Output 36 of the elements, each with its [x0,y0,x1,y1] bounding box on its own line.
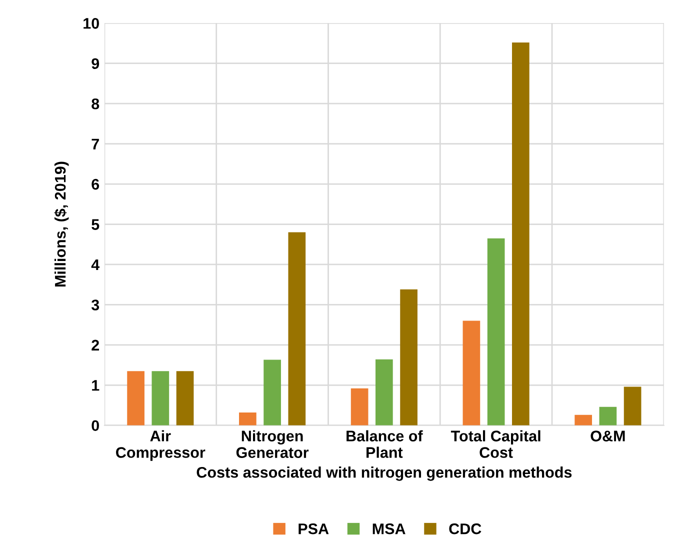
y-tick-label: 7 [92,138,99,150]
y-tick-label: 9 [92,58,100,70]
bar [264,360,281,426]
bar [350,388,368,426]
x-axis-title: Costs associated with nitrogen generation methods [196,466,572,481]
bar [127,371,144,426]
y-tick-label: 1 [92,380,100,391]
y-axis-title: Millions, ($, 2019) [54,162,69,286]
bar [400,289,418,426]
y-tick-label: 10 [84,18,99,29]
bar [512,42,530,426]
y-tick-label: 8 [92,98,100,110]
x-tick-label: Total Capital Cost [450,430,540,458]
bar [487,238,505,426]
bar [574,414,592,426]
y-tick-label: 4 [91,260,100,270]
y-tick-label: 6 [92,178,100,190]
bar [239,412,256,426]
bar [376,359,393,426]
x-tick-label: Nitrogen Generator [236,430,309,458]
bar [624,386,642,426]
y-tick-label: 3 [91,300,100,310]
bar [152,371,170,426]
y-tick-label: 2 [92,340,99,350]
bar [176,371,194,426]
legend-label: MSA [372,523,406,534]
bar [462,320,480,426]
legend-label: PSA [298,523,329,534]
bar [599,406,617,426]
y-tick-label: 5 [92,219,100,230]
x-tick-label: Balance of Plant [346,430,423,458]
y-tick-label: 0 [92,420,99,432]
bar [288,232,306,426]
legend-label: CDC [449,523,482,534]
x-tick-label: Air Compressor [116,430,206,461]
x-tick-label: O&M [590,430,625,442]
